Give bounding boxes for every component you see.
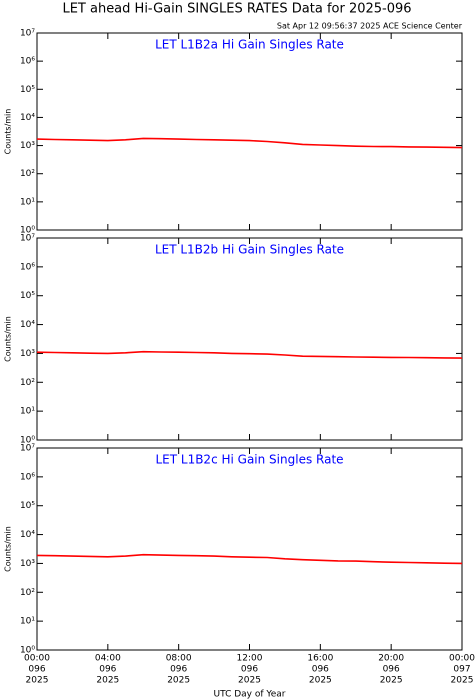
x-tick-label: 096 [241, 665, 258, 675]
y-tick-label: 10⁵ [20, 501, 35, 511]
y-tick-label: 10⁵ [20, 85, 35, 95]
y-tick-label: 10¹ [20, 407, 35, 417]
y-tick-label: 10¹ [20, 197, 35, 207]
y-tick-label: 10⁰ [20, 646, 35, 656]
x-tick-label: 2025 [96, 676, 119, 686]
x-tick-label: 096 [312, 665, 329, 675]
data-line [36, 137, 463, 149]
y-tick-label: 10⁷ [20, 234, 35, 244]
x-tick-label: 2025 [309, 676, 332, 686]
panel-title: LET L1B2c Hi Gain Singles Rate [155, 453, 343, 467]
x-tick-label: 00:00 [449, 654, 475, 664]
y-tick-label: 10⁴ [20, 530, 35, 540]
x-tick-label: 097 [453, 665, 470, 675]
plot-frame [36, 237, 463, 441]
y-tick-label: 10² [20, 588, 35, 598]
y-tick-label: 10⁰ [20, 436, 35, 446]
y-axis-label: Counts/min [4, 109, 13, 155]
x-tick-label: 20:00 [378, 654, 404, 664]
panel-title: LET L1B2a Hi Gain Singles Rate [155, 38, 344, 52]
y-tick-label: 10³ [20, 349, 35, 359]
x-tick-label: 2025 [238, 676, 261, 686]
x-tick-label: 096 [170, 665, 187, 675]
y-tick-label: 10¹ [20, 617, 35, 627]
panel-title: LET L1B2b Hi Gain Singles Rate [155, 243, 344, 257]
plot-frame [36, 32, 463, 231]
x-tick-label: 08:00 [166, 654, 192, 664]
x-tick-label: 096 [383, 665, 400, 675]
y-tick-label: 10⁶ [20, 262, 35, 272]
y-tick-label: 10² [20, 169, 35, 179]
y-axis-label: Counts/min [4, 316, 13, 362]
x-tick-label: 096 [28, 665, 45, 675]
y-tick-label: 10⁷ [20, 29, 35, 39]
x-tick-label: 16:00 [307, 654, 333, 664]
x-tick-label: 096 [99, 665, 116, 675]
x-tick-label: 12:00 [237, 654, 263, 664]
x-tick-label: 2025 [167, 676, 190, 686]
x-tick-label: 2025 [451, 676, 474, 686]
y-tick-label: 10⁴ [20, 320, 35, 330]
x-axis-label: UTC Day of Year [214, 690, 286, 700]
y-axis-label: Counts/min [4, 526, 13, 572]
y-tick-label: 10⁵ [20, 291, 35, 301]
x-tick-label: 04:00 [95, 654, 121, 664]
data-line [36, 350, 463, 359]
plot-frame [36, 447, 463, 651]
y-tick-label: 10⁷ [20, 444, 35, 454]
y-tick-label: 10⁰ [20, 226, 35, 236]
y-tick-label: 10⁶ [20, 57, 35, 67]
y-tick-label: 10² [20, 378, 35, 388]
x-tick-label: 2025 [380, 676, 403, 686]
data-line [36, 553, 463, 565]
x-tick-label: 00:00 [24, 654, 50, 664]
x-tick-label: 2025 [26, 676, 49, 686]
page-title: LET ahead Hi-Gain SINGLES RATES Data for… [62, 2, 411, 17]
y-tick-label: 10⁶ [20, 472, 35, 482]
page-subtitle: Sat Apr 12 09:56:37 2025 ACE Science Cen… [277, 22, 463, 31]
y-tick-label: 10³ [20, 141, 35, 151]
y-tick-label: 10⁴ [20, 113, 35, 123]
y-tick-label: 10³ [20, 559, 35, 569]
